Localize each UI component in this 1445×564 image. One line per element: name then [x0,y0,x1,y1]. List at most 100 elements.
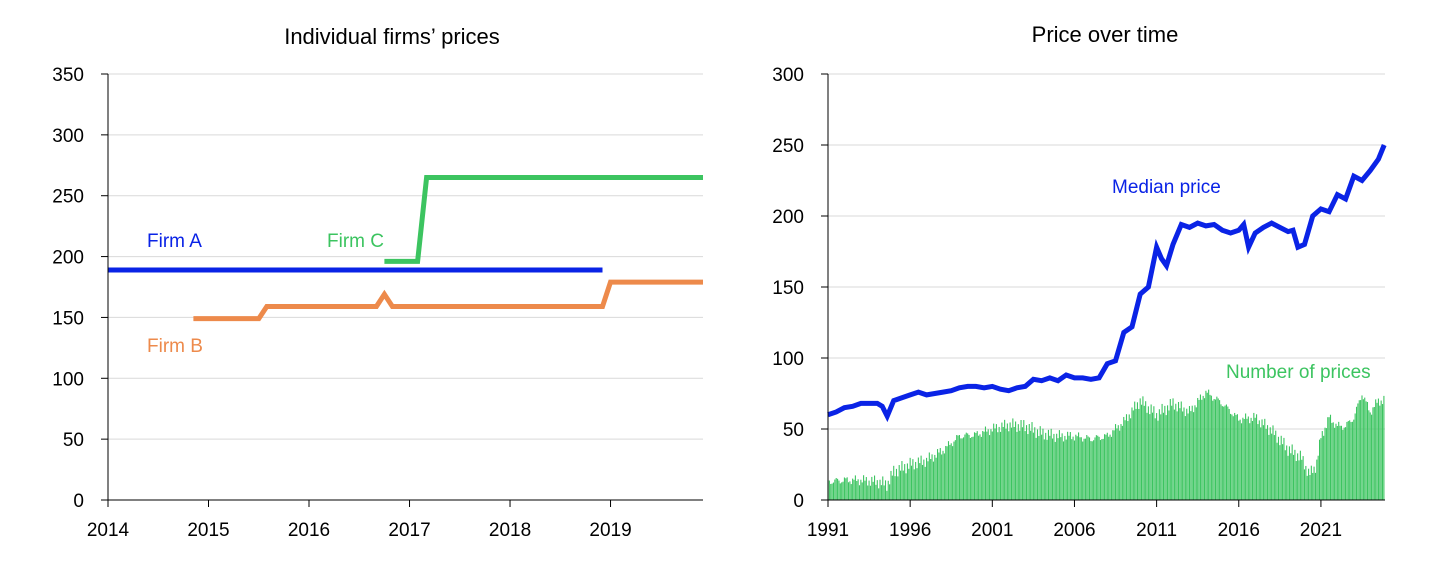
number-of-prices-bar [1260,427,1262,500]
number-of-prices-bar [1231,414,1233,500]
number-of-prices-bar [1287,455,1289,500]
number-of-prices-bar [1371,414,1373,500]
number-of-prices-bar [1375,399,1377,500]
number-of-prices-bar [1205,390,1207,500]
number-of-prices-bar [1360,400,1362,500]
number-of-prices-bar [841,482,843,500]
number-of-prices-bar [1001,422,1003,500]
right-y-tick-label: 250 [772,136,804,157]
number-of-prices-bar [1116,428,1118,500]
number-of-prices-bar [1127,421,1129,500]
number-of-prices-bar [1253,412,1255,500]
number-of-prices-bar [1227,406,1229,500]
number-of-prices-bar [1294,449,1296,500]
number-of-prices-bar [1068,435,1070,500]
number-of-prices-bar [1053,433,1055,500]
number-of-prices-bar [1276,442,1278,500]
number-of-prices-bar [1020,420,1022,500]
left-x-tick-label: 2019 [589,520,631,541]
number-of-prices-bar [1331,422,1333,500]
number-of-prices-bar [905,473,907,500]
number-of-prices-bar [976,431,978,500]
number-of-prices-bar [1134,401,1136,500]
number-of-prices-bar [1383,395,1385,500]
number-of-prices-bar [849,481,851,500]
number-of-prices-bar [953,441,955,500]
number-of-prices-bar [923,459,925,500]
right-x-tick-label: 2021 [1300,520,1342,541]
number-of-prices-bar [994,428,996,500]
number-of-prices-bar [1310,465,1312,500]
number-of-prices-bar [1256,414,1258,500]
number-of-prices-bar [1049,435,1051,500]
number-of-prices-bar [853,479,855,500]
number-of-prices-bar [1275,430,1277,500]
number-of-prices-bar [1015,421,1017,500]
number-of-prices-bar [838,480,840,500]
number-of-prices-bar [900,470,902,500]
number-of-prices-bar [1321,431,1323,500]
number-of-prices-bar [1328,417,1330,500]
number-of-prices-bar [921,464,924,500]
number-of-prices-bar [883,485,885,500]
right-y-tick-label: 50 [783,420,804,441]
number-of-prices-bar [1335,423,1337,500]
number-of-prices-bar [839,483,841,500]
number-of-prices-bar [1017,424,1019,500]
number-of-prices-bar [845,478,847,500]
number-of-prices-bar [1264,418,1266,500]
number-of-prices-bar [1209,394,1211,500]
number-of-prices-bar [942,450,944,500]
number-of-prices-bar [1208,389,1210,500]
number-of-prices-bar [965,432,967,500]
number-of-prices-bar [889,484,891,500]
number-of-prices-bar [1084,438,1086,500]
right-x-tick-label: 2011 [1136,520,1177,541]
number-of-prices-bar [956,435,958,500]
number-of-prices-bar [931,454,933,500]
number-of-prices-bar [1093,440,1095,500]
number-of-prices-bar [1071,439,1073,500]
left-x-tick-labels: 2014 2015 2016 2017 2018 2019 [87,520,632,541]
number-of-prices-bar [1162,412,1165,500]
number-of-prices-bar [1112,430,1114,500]
number-of-prices-bar [1024,431,1026,500]
number-of-prices-bar [1308,468,1310,500]
right-axes [821,73,1385,507]
number-of-prices-bar [863,475,865,500]
number-of-prices-bar [1106,432,1108,500]
number-of-prices-bar [1042,428,1044,500]
number-of-prices-bar [1130,418,1132,500]
left-series-lines [108,175,703,322]
number-of-prices-bar [926,457,928,500]
number-of-prices-bar [1203,398,1206,500]
number-of-prices-bar [1364,397,1366,500]
number-of-prices-bar [1355,406,1358,500]
number-of-prices-bar [1169,398,1171,500]
number-of-prices-bar [1210,395,1212,500]
number-of-prices-bar [967,433,969,500]
number-of-prices-bar [1350,422,1352,500]
number-of-prices-bar [1123,416,1125,500]
number-of-prices-bar [1292,454,1295,500]
number-of-prices-bar [906,463,908,500]
number-of-prices-bar [1345,427,1347,500]
number-of-prices-bar [1381,404,1384,500]
number-of-prices-bar [882,476,884,500]
number-of-prices-bar [1143,405,1145,500]
number-of-prices-bar [1047,429,1049,500]
number-of-prices-bar [999,431,1002,500]
number-of-prices-bar [1041,434,1043,500]
number-of-prices-bar [1373,406,1375,500]
number-of-prices-bar [945,445,947,500]
number-of-prices-bar [1110,436,1112,500]
number-of-prices-bar [1314,472,1316,500]
number-of-prices-bar [1249,423,1251,500]
number-of-prices-bar [917,457,919,500]
number-of-prices-bar [1366,402,1369,500]
number-of-prices-bar [1136,402,1138,500]
number-of-prices-bar [1065,439,1067,500]
number-of-prices-bar [1165,415,1167,500]
number-of-prices-bar [1078,432,1080,500]
